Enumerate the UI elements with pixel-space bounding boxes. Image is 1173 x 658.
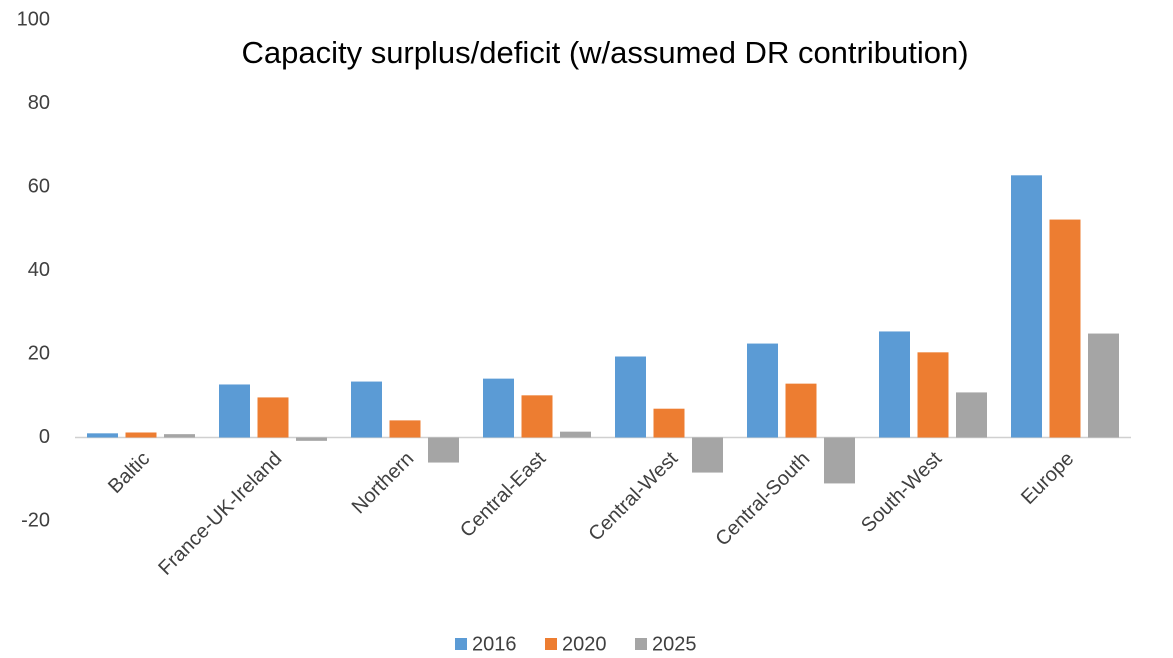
y-tick-label: 60 <box>28 175 50 197</box>
bar <box>560 431 591 438</box>
x-tick-label: Central-West <box>584 447 682 545</box>
y-tick-label: 20 <box>28 342 50 364</box>
bar <box>879 331 910 438</box>
bar <box>521 395 553 438</box>
bar <box>164 434 195 438</box>
bar <box>351 381 382 438</box>
x-tick-label: South-West <box>857 447 946 536</box>
legend-label: 2025 <box>652 633 697 655</box>
bar <box>1088 333 1119 438</box>
x-tick-label: Central-South <box>711 448 814 551</box>
x-tick-label: Baltic <box>104 448 154 498</box>
bar <box>747 343 778 438</box>
bar <box>917 352 949 438</box>
bar <box>692 437 723 473</box>
legend-swatch <box>545 638 557 650</box>
legend-swatch <box>635 638 647 650</box>
x-tick-label: France-UK-Ireland <box>154 448 286 580</box>
legend-label: 2016 <box>472 633 517 655</box>
chart-title: Capacity surplus/deficit (w/assumed DR c… <box>241 35 968 70</box>
bar <box>389 420 421 438</box>
bar <box>785 383 817 438</box>
bar <box>1049 219 1081 438</box>
bar <box>296 437 327 441</box>
x-tick-label: Europe <box>1017 448 1078 509</box>
y-tick-label: 80 <box>28 92 50 114</box>
bar <box>653 408 685 438</box>
bar <box>615 356 646 438</box>
y-tick-label: -20 <box>21 509 50 531</box>
bar <box>125 432 157 438</box>
x-tick-label: Central-East <box>456 447 550 541</box>
y-tick-label: 100 <box>17 8 50 30</box>
bar <box>956 392 987 438</box>
bar <box>87 433 118 438</box>
legend-label: 2020 <box>562 633 607 655</box>
y-tick-label: 40 <box>28 259 50 281</box>
bar <box>219 384 250 438</box>
y-tick-label: 0 <box>39 426 50 448</box>
legend-swatch <box>455 638 467 650</box>
x-tick-label: Northern <box>348 448 419 519</box>
bar <box>483 378 514 438</box>
bar <box>824 437 855 484</box>
bar <box>1011 175 1042 438</box>
bar <box>257 397 289 438</box>
bar <box>428 437 459 463</box>
